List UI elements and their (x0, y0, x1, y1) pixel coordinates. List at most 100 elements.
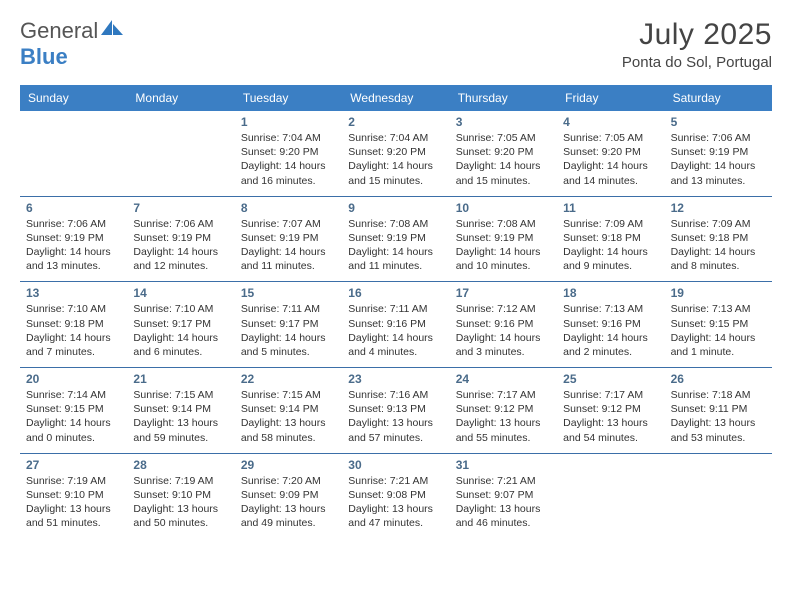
sunset-text: Sunset: 9:10 PM (133, 488, 228, 502)
location-text: Ponta do Sol, Portugal (622, 54, 772, 71)
sunrise-text: Sunrise: 7:06 AM (26, 217, 121, 231)
sunrise-text: Sunrise: 7:17 AM (456, 388, 551, 402)
calendar-grid: SundayMondayTuesdayWednesdayThursdayFrid… (20, 85, 772, 538)
day-number: 3 (456, 115, 551, 129)
calendar-day-cell: 30Sunrise: 7:21 AMSunset: 9:08 PMDayligh… (342, 454, 449, 539)
title-block: July 2025 Ponta do Sol, Portugal (622, 18, 772, 71)
sunrise-text: Sunrise: 7:16 AM (348, 388, 443, 402)
calendar-week: 6Sunrise: 7:06 AMSunset: 9:19 PMDaylight… (20, 197, 772, 283)
daylight-text: Daylight: 13 hours and 54 minutes. (563, 416, 658, 444)
day-number: 26 (671, 372, 766, 386)
calendar-day-cell: 23Sunrise: 7:16 AMSunset: 9:13 PMDayligh… (342, 368, 449, 453)
daylight-text: Daylight: 14 hours and 1 minute. (671, 331, 766, 359)
sunrise-text: Sunrise: 7:20 AM (241, 474, 336, 488)
calendar-day-cell: 24Sunrise: 7:17 AMSunset: 9:12 PMDayligh… (450, 368, 557, 453)
calendar-day-cell: 20Sunrise: 7:14 AMSunset: 9:15 PMDayligh… (20, 368, 127, 453)
sunrise-text: Sunrise: 7:21 AM (348, 474, 443, 488)
calendar-day-cell: 3Sunrise: 7:05 AMSunset: 9:20 PMDaylight… (450, 111, 557, 196)
calendar-day-cell: 22Sunrise: 7:15 AMSunset: 9:14 PMDayligh… (235, 368, 342, 453)
brand-text: General Blue (20, 18, 124, 70)
sunset-text: Sunset: 9:07 PM (456, 488, 551, 502)
sunset-text: Sunset: 9:13 PM (348, 402, 443, 416)
calendar-day-cell: 8 Sunrise: 7:07 AMSunset: 9:19 PMDaylight… (235, 197, 342, 282)
sunrise-text: Sunrise: 7:06 AM (671, 131, 766, 145)
sunrise-text: Sunrise: 7:17 AM (563, 388, 658, 402)
brand-logo: General Blue (20, 18, 124, 70)
day-number: 28 (133, 458, 228, 472)
day-number: 13 (26, 286, 121, 300)
day-number: 11 (563, 201, 658, 215)
day-number: 16 (348, 286, 443, 300)
weekday-header: Tuesday (235, 85, 342, 111)
day-number: 15 (241, 286, 336, 300)
sunset-text: Sunset: 9:15 PM (26, 402, 121, 416)
calendar-weeks: 1Sunrise: 7:04 AMSunset: 9:20 PMDaylight… (20, 111, 772, 538)
day-number: 9 (348, 201, 443, 215)
calendar-day-cell (20, 111, 127, 196)
sunset-text: Sunset: 9:09 PM (241, 488, 336, 502)
calendar-day-cell: 13Sunrise: 7:10 AMSunset: 9:18 PMDayligh… (20, 282, 127, 367)
daylight-text: Daylight: 14 hours and 16 minutes. (241, 159, 336, 187)
sunrise-text: Sunrise: 7:04 AM (241, 131, 336, 145)
sunset-text: Sunset: 9:16 PM (456, 317, 551, 331)
weekday-header: Friday (557, 85, 664, 111)
sunset-text: Sunset: 9:19 PM (241, 231, 336, 245)
daylight-text: Daylight: 14 hours and 13 minutes. (26, 245, 121, 273)
sunrise-text: Sunrise: 7:18 AM (671, 388, 766, 402)
daylight-text: Daylight: 14 hours and 11 minutes. (241, 245, 336, 273)
day-number: 21 (133, 372, 228, 386)
day-number: 8 (241, 201, 336, 215)
sunrise-text: Sunrise: 7:05 AM (563, 131, 658, 145)
sunset-text: Sunset: 9:17 PM (241, 317, 336, 331)
weekday-header: Thursday (450, 85, 557, 111)
daylight-text: Daylight: 14 hours and 4 minutes. (348, 331, 443, 359)
sunrise-text: Sunrise: 7:12 AM (456, 302, 551, 316)
daylight-text: Daylight: 14 hours and 2 minutes. (563, 331, 658, 359)
calendar-week: 20Sunrise: 7:14 AMSunset: 9:15 PMDayligh… (20, 368, 772, 454)
sunrise-text: Sunrise: 7:10 AM (26, 302, 121, 316)
day-number: 18 (563, 286, 658, 300)
weekday-header-row: SundayMondayTuesdayWednesdayThursdayFrid… (20, 85, 772, 111)
calendar-day-cell: 9 Sunrise: 7:08 AMSunset: 9:19 PMDaylight… (342, 197, 449, 282)
daylight-text: Daylight: 14 hours and 3 minutes. (456, 331, 551, 359)
day-number: 29 (241, 458, 336, 472)
sunrise-text: Sunrise: 7:08 AM (456, 217, 551, 231)
calendar-day-cell: 14Sunrise: 7:10 AMSunset: 9:17 PMDayligh… (127, 282, 234, 367)
sunrise-text: Sunrise: 7:08 AM (348, 217, 443, 231)
sunrise-text: Sunrise: 7:19 AM (133, 474, 228, 488)
calendar-day-cell: 15Sunrise: 7:11 AMSunset: 9:17 PMDayligh… (235, 282, 342, 367)
sunset-text: Sunset: 9:12 PM (456, 402, 551, 416)
calendar-day-cell: 7Sunrise: 7:06 AMSunset: 9:19 PMDaylight… (127, 197, 234, 282)
calendar-day-cell (557, 454, 664, 539)
sunrise-text: Sunrise: 7:09 AM (563, 217, 658, 231)
daylight-text: Daylight: 14 hours and 11 minutes. (348, 245, 443, 273)
calendar-day-cell: 6 Sunrise: 7:06 AMSunset: 9:19 PMDaylight… (20, 197, 127, 282)
sunset-text: Sunset: 9:18 PM (563, 231, 658, 245)
calendar-day-cell: 4Sunrise: 7:05 AMSunset: 9:20 PMDaylight… (557, 111, 664, 196)
day-number: 4 (563, 115, 658, 129)
daylight-text: Daylight: 14 hours and 10 minutes. (456, 245, 551, 273)
calendar-day-cell: 25Sunrise: 7:17 AMSunset: 9:12 PMDayligh… (557, 368, 664, 453)
sunrise-text: Sunrise: 7:07 AM (241, 217, 336, 231)
calendar-day-cell: 11Sunrise: 7:09 AMSunset: 9:18 PMDayligh… (557, 197, 664, 282)
day-number: 10 (456, 201, 551, 215)
day-number: 20 (26, 372, 121, 386)
calendar-day-cell: 17Sunrise: 7:12 AMSunset: 9:16 PMDayligh… (450, 282, 557, 367)
sunrise-text: Sunrise: 7:15 AM (133, 388, 228, 402)
sunset-text: Sunset: 9:19 PM (26, 231, 121, 245)
sunset-text: Sunset: 9:14 PM (241, 402, 336, 416)
sunset-text: Sunset: 9:18 PM (671, 231, 766, 245)
day-number: 24 (456, 372, 551, 386)
sunrise-text: Sunrise: 7:04 AM (348, 131, 443, 145)
brand-word-1: General (20, 18, 98, 43)
daylight-text: Daylight: 14 hours and 14 minutes. (563, 159, 658, 187)
day-number: 22 (241, 372, 336, 386)
weekday-header: Wednesday (342, 85, 449, 111)
sunrise-text: Sunrise: 7:11 AM (348, 302, 443, 316)
sunrise-text: Sunrise: 7:21 AM (456, 474, 551, 488)
daylight-text: Daylight: 13 hours and 47 minutes. (348, 502, 443, 530)
calendar-page: General Blue July 2025 Ponta do Sol, Por… (0, 0, 792, 548)
sunset-text: Sunset: 9:19 PM (348, 231, 443, 245)
day-number: 6 (26, 201, 121, 215)
sunrise-text: Sunrise: 7:13 AM (671, 302, 766, 316)
